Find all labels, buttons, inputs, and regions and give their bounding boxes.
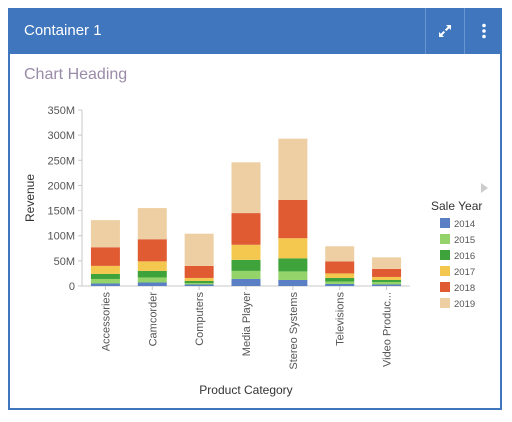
- bar-segment-2014: [137, 282, 167, 286]
- bar-segment-2015: [184, 282, 214, 285]
- bar-segment-2014: [90, 283, 120, 286]
- bar-segment-2016: [184, 280, 214, 283]
- bar-segment-2018: [325, 261, 355, 274]
- bar-segment-2015: [231, 270, 261, 279]
- x-axis-title: Product Category: [199, 383, 292, 397]
- bar-segment-2015: [372, 281, 402, 285]
- expand-button[interactable]: [425, 8, 463, 54]
- y-tick-label: 100M: [47, 231, 75, 243]
- y-tick-label: 250M: [47, 155, 75, 167]
- y-tick-label: 150M: [47, 206, 75, 218]
- bar-segment-2019: [184, 233, 214, 266]
- bar-segment-2018: [137, 239, 167, 262]
- bar-segment-2014: [325, 283, 355, 286]
- bar-segment-2014: [184, 284, 214, 286]
- x-tick-label: Camcorder: [147, 292, 159, 347]
- legend-swatch-2015: [440, 234, 450, 244]
- bar-segment-2018: [278, 200, 308, 239]
- bar-segment-2014: [278, 279, 308, 286]
- bar-segment-2014: [372, 284, 402, 286]
- bar-segment-2015: [325, 281, 355, 284]
- legend-title: Sale Year: [431, 199, 482, 213]
- bar-segment-2014: [231, 278, 261, 286]
- bar-segment-2019: [372, 257, 402, 269]
- bar-segment-2018: [90, 247, 120, 266]
- legend-label: 2017: [454, 267, 475, 278]
- bar-segment-2017: [184, 277, 214, 281]
- x-tick-label: Computers: [194, 292, 206, 346]
- bar-segment-2018: [372, 268, 402, 277]
- y-axis-title: Revenue: [23, 174, 37, 222]
- bar-segment-2018: [231, 213, 261, 245]
- legend-label: 2018: [454, 283, 475, 294]
- legend-swatch-2018: [440, 282, 450, 292]
- bar-segment-2017: [325, 273, 355, 278]
- y-tick-label: 0: [69, 281, 75, 293]
- bar-segment-2015: [137, 277, 167, 283]
- legend-label: 2016: [454, 251, 475, 262]
- bar-segment-2016: [231, 259, 261, 271]
- legend-swatch-2019: [440, 298, 450, 308]
- x-tick-label: Video Produc...: [382, 292, 394, 367]
- bar-segment-2016: [372, 279, 402, 282]
- bar-segment-2016: [90, 273, 120, 279]
- bar-segment-2019: [90, 220, 120, 248]
- bar-segment-2018: [184, 265, 214, 278]
- bar-segment-2016: [137, 270, 167, 278]
- bar-segment-2019: [325, 246, 355, 262]
- bar-segment-2017: [90, 265, 120, 274]
- x-tick-label: Stereo Systems: [288, 292, 300, 370]
- x-tick-label: Televisions: [335, 292, 347, 346]
- container-header: Container 1: [8, 8, 502, 54]
- more-options-button[interactable]: [464, 8, 502, 54]
- y-tick-label: 200M: [47, 180, 75, 192]
- legend-swatch-2014: [440, 218, 450, 228]
- triangle-right-icon: [481, 183, 488, 193]
- bar-segment-2017: [372, 276, 402, 280]
- bar-segment-2016: [278, 258, 308, 272]
- y-tick-label: 300M: [47, 130, 75, 142]
- chart-heading: Chart Heading: [24, 66, 128, 83]
- y-tick-label: 50M: [54, 256, 75, 268]
- y-tick-label: 350M: [47, 105, 75, 117]
- container-title: Container 1: [24, 22, 102, 39]
- bar-segment-2017: [137, 261, 167, 271]
- legend-swatch-2017: [440, 266, 450, 276]
- bar-segment-2015: [90, 278, 120, 284]
- bar-segment-2019: [231, 162, 261, 214]
- bar-segment-2017: [278, 238, 308, 259]
- legend-label: 2014: [454, 219, 475, 230]
- bar-segment-2015: [278, 271, 308, 280]
- bar-segment-2016: [325, 277, 355, 282]
- expand-icon: [438, 25, 451, 37]
- x-tick-label: Accessories: [100, 292, 112, 352]
- bar-segment-2019: [278, 138, 308, 201]
- bar-segment-2017: [231, 244, 261, 260]
- vertical-ellipsis-icon: [481, 23, 486, 39]
- legend-label: 2015: [454, 235, 475, 246]
- x-tick-label: Media Player: [241, 292, 253, 357]
- legend-swatch-2016: [440, 250, 450, 260]
- bar-segment-2019: [137, 208, 167, 240]
- legend-label: 2019: [454, 299, 475, 310]
